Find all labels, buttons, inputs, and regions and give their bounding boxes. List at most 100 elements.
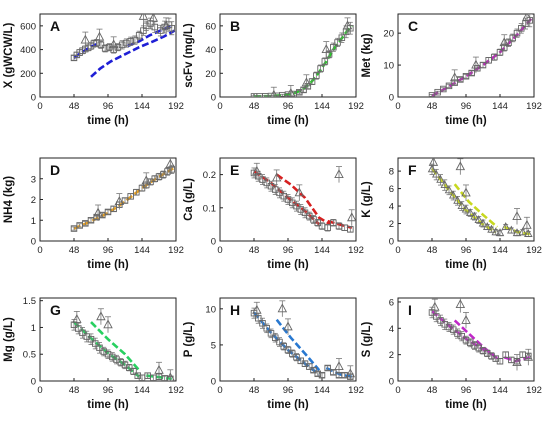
panel-a: 0 48 96 144 192 0 200 400 600 time (h) X (gWCW/L) A (3, 13, 184, 127)
data-point (267, 182, 275, 190)
data-point (110, 205, 117, 213)
y-tick-label: 20 (383, 29, 394, 40)
y-tick-label: 600 (20, 21, 36, 32)
data-point (491, 227, 501, 236)
x-tick-label: 48 (427, 385, 438, 396)
y-tick-label: 10 (205, 304, 216, 315)
data-point (436, 174, 445, 183)
x-tick-label: 48 (249, 101, 260, 112)
data-point (509, 34, 517, 42)
axes-box (39, 157, 177, 242)
data-point (133, 188, 140, 196)
validation-point (321, 44, 331, 54)
y-tick-label: 0 (211, 237, 216, 248)
y-axis-label: scFv (mg/L) (183, 23, 195, 88)
validation-point (523, 351, 534, 361)
x-tick-label: 192 (168, 245, 184, 256)
x-axis-label: time (h) (445, 259, 487, 271)
y-axis-label: Met (kg) (361, 33, 373, 77)
panel-g: 0 48 96 144 192 0 0.5 1 1.5 time (h) Mg (g/L) G (3, 296, 184, 411)
y-tick-label: 1 (31, 216, 36, 227)
data-point (101, 45, 109, 52)
data-point (518, 25, 525, 32)
data-point (155, 173, 163, 180)
validation-point (461, 314, 471, 324)
x-tick-label: 96 (283, 385, 294, 396)
y-axis-label: S (g/L) (361, 321, 373, 357)
x-tick-label: 144 (134, 101, 150, 112)
data-point (131, 36, 139, 44)
y-tick-label: 20 (205, 69, 216, 80)
data-point (502, 351, 509, 358)
panel-letter: D (50, 162, 60, 178)
panel-letter: I (408, 302, 412, 318)
x-tick-label: 192 (526, 245, 542, 256)
panel-c: 0 48 96 144 192 0 10 20 time (h) Met (kg) C (361, 13, 542, 127)
x-tick-label: 144 (492, 101, 508, 112)
data-point (276, 189, 283, 197)
x-tick-label: 144 (134, 245, 150, 256)
model-fit-curve (90, 29, 176, 78)
x-tick-label: 48 (249, 245, 260, 256)
plot-area (427, 158, 533, 238)
y-tick-label: 5 (211, 340, 216, 351)
data-point (87, 335, 95, 343)
x-tick-label: 48 (427, 245, 438, 256)
data-point (321, 58, 329, 65)
x-axis-label: time (h) (267, 115, 309, 127)
y-tick-label: 1 (31, 323, 36, 334)
validation-point (286, 87, 296, 97)
x-tick-label: 96 (461, 245, 472, 256)
validation-point (449, 72, 460, 82)
x-tick-label: 0 (37, 245, 42, 256)
y-tick-label: 60 (205, 21, 216, 32)
validation-point (96, 311, 106, 321)
data-point (151, 175, 158, 182)
y-axis-label: X (gWCW/L) (3, 22, 15, 88)
data-point (293, 353, 300, 361)
axes-box (39, 13, 177, 98)
x-axis-label: time (h) (87, 399, 129, 411)
data-point (330, 219, 337, 226)
x-tick-label: 0 (37, 385, 42, 396)
plot-area (250, 300, 356, 381)
y-tick-label: 200 (20, 69, 36, 80)
data-point (518, 227, 527, 236)
plot-area (70, 158, 176, 232)
data-point (121, 197, 129, 204)
y-tick-label: 0.5 (23, 350, 36, 361)
y-tick-label: 4 (389, 324, 394, 335)
data-point (263, 325, 271, 332)
validation-point (512, 211, 522, 220)
validation-point (283, 321, 293, 331)
plot-area (428, 298, 534, 371)
data-point (280, 192, 288, 200)
y-tick-label: 6 (389, 184, 394, 195)
validation-point (522, 219, 532, 229)
validation-point (294, 187, 305, 197)
validation-point (334, 361, 344, 371)
x-tick-label: 144 (314, 385, 330, 396)
x-tick-label: 192 (526, 101, 542, 112)
validation-point (455, 299, 466, 309)
model-fit-curve (453, 183, 499, 228)
validation-point (499, 37, 509, 47)
axes-box (397, 13, 535, 98)
data-point (306, 212, 313, 220)
y-axis-label: P (g/L) (183, 322, 195, 358)
plot-area (70, 308, 175, 381)
x-tick-label: 48 (249, 385, 260, 396)
data-point (495, 228, 505, 237)
data-point (168, 166, 175, 173)
x-tick-label: 0 (395, 101, 400, 112)
panel-i: 0 48 96 144 192 0 2 4 6 time (h) S (g/L) I (361, 297, 542, 411)
data-point (330, 43, 337, 51)
data-point (496, 49, 504, 56)
validation-point (80, 34, 91, 44)
x-tick-label: 48 (69, 385, 80, 396)
data-point (479, 61, 487, 69)
data-point (259, 176, 266, 183)
x-tick-label: 96 (461, 385, 472, 396)
data-point (507, 225, 516, 234)
data-point (297, 206, 305, 213)
